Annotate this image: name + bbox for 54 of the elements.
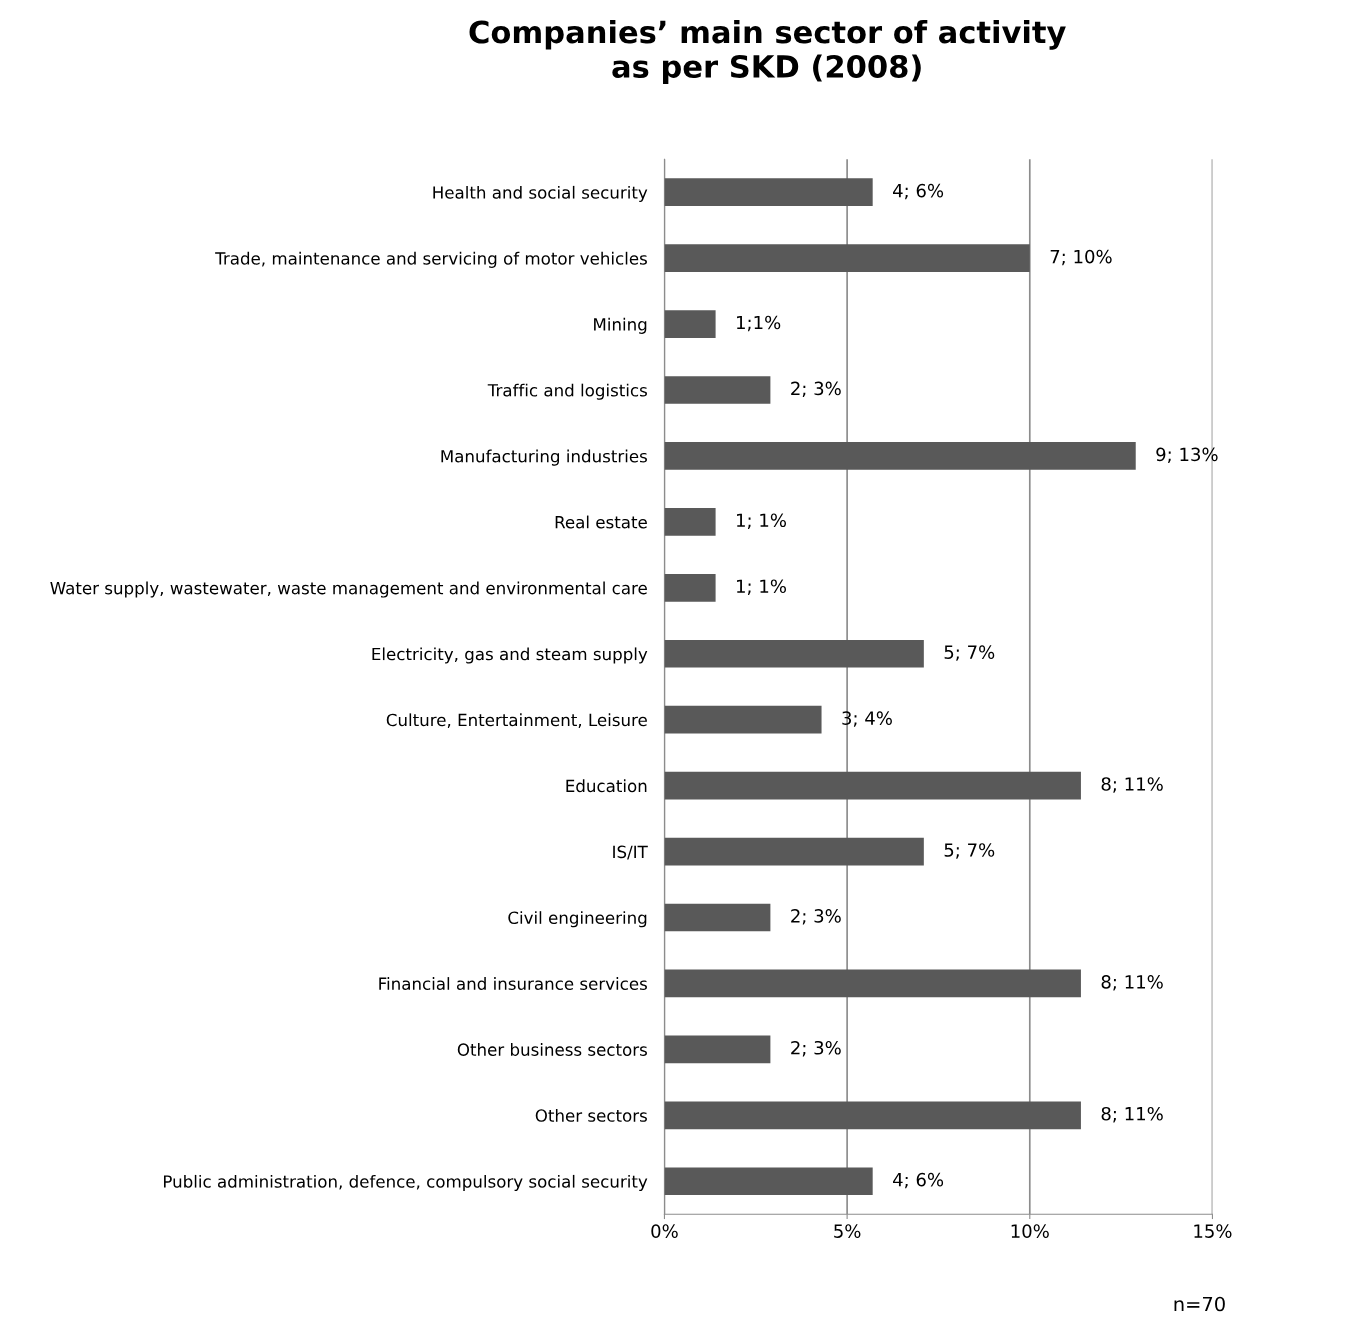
- y-tick-label: Education: [566, 779, 647, 793]
- y-tick-label: Mining: [594, 317, 647, 334]
- bar: [664, 639, 924, 668]
- bar: [664, 969, 1081, 998]
- bar: [664, 705, 822, 734]
- bar: [664, 442, 1136, 470]
- bar: [664, 771, 1081, 800]
- data-label: 1; 1%: [737, 513, 786, 529]
- data-label: 8; 11%: [1101, 1106, 1163, 1123]
- text: n=70: [1174, 1296, 1225, 1312]
- bar: [664, 837, 924, 866]
- bar: [664, 1035, 771, 1064]
- y-tick-label: Other business sectors: [457, 1043, 647, 1056]
- bar: [664, 508, 716, 536]
- bar: [664, 903, 771, 932]
- data-label: 1;1%: [737, 315, 781, 332]
- data-label: 4; 6%: [893, 1172, 944, 1189]
- x-tick-label: 0%: [651, 1224, 678, 1238]
- data-label: 5; 7%: [944, 843, 995, 859]
- y-tick-label: Public administration, defence, compulsory social security: [163, 1174, 648, 1192]
- y-tick-label: Water supply, wastewater, waste management and environmental care: [50, 581, 647, 598]
- y-tick-label: Manufacturing industries: [441, 449, 647, 466]
- y-tick-label: IS/IT: [613, 845, 648, 860]
- data-label: 5; 7%: [944, 645, 995, 661]
- y-tick-label: Financial and insurance services: [379, 977, 647, 990]
- y-tick-label: Health and social security: [433, 185, 648, 203]
- y-tick-label: Trade, maintenance and servicing of motor vehicles: [215, 251, 647, 268]
- y-tick-label: Other sectors: [535, 1108, 647, 1122]
- x-tick-label: 15%: [1194, 1224, 1232, 1238]
- data-label: 2; 3%: [791, 1040, 841, 1057]
- y-tick-label: Traffic and logistics: [487, 383, 647, 400]
- data-label: 8; 11%: [1101, 975, 1163, 991]
- data-label: 7; 10%: [1050, 249, 1112, 266]
- bar: [664, 178, 873, 207]
- y-tick-label: Culture, Entertainment, Leisure: [386, 713, 647, 728]
- data-label: 8; 11%: [1101, 777, 1163, 793]
- bar: [664, 1167, 873, 1196]
- x-tick-label: 10%: [1011, 1224, 1049, 1238]
- data-label: 9; 13%: [1156, 447, 1218, 464]
- chart-title: Companies’ main sector of activity as per SKD (2008): [469, 19, 1066, 84]
- bar: [664, 310, 716, 338]
- data-label: 1; 1%: [737, 579, 786, 595]
- bar: [664, 376, 771, 404]
- bar: [664, 573, 716, 602]
- data-label: 3; 4%: [842, 711, 892, 727]
- y-tick-label: Civil engineering: [508, 911, 647, 928]
- bar: [664, 244, 1030, 272]
- y-tick-label: Electricity, gas and steam supply: [372, 647, 648, 664]
- x-tick-label: 5%: [834, 1224, 861, 1238]
- y-tick-label: Real estate: [555, 515, 647, 529]
- bar: [664, 1101, 1081, 1130]
- data-label: 4; 6%: [893, 183, 944, 200]
- data-label: 2; 3%: [791, 381, 841, 398]
- data-label: 2; 3%: [791, 909, 841, 925]
